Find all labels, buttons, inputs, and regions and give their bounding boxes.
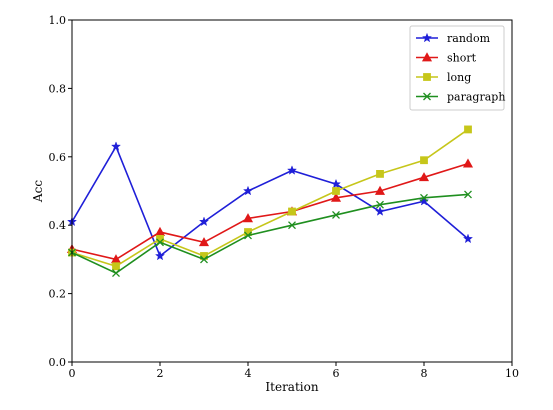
data-point-random	[418, 195, 430, 206]
series-layer	[66, 125, 474, 278]
data-point-random	[462, 233, 474, 244]
x-tick-label: 6	[333, 367, 340, 380]
x-tick-label: 10	[505, 367, 519, 380]
y-tick-label: 0.2	[49, 288, 67, 301]
data-point-paragraph	[332, 210, 340, 219]
data-point-random	[374, 206, 386, 216]
data-point-short	[374, 185, 386, 195]
data-point-long	[156, 234, 164, 243]
data-point-short	[418, 172, 430, 182]
x-tick-label: 2	[157, 367, 164, 380]
data-point-paragraph	[200, 255, 208, 264]
data-point-random	[242, 185, 254, 196]
series-line-long	[71, 128, 469, 268]
y-tick-label: 0.8	[49, 82, 67, 95]
x-marker-stroke	[464, 190, 472, 199]
data-point-paragraph	[244, 231, 252, 240]
axes-frame	[71, 19, 513, 363]
x-tick-label: 4	[245, 367, 252, 380]
x-tick-label: 0	[69, 367, 76, 380]
x-marker-stroke	[112, 269, 120, 278]
legend-item-random: random	[416, 32, 491, 45]
x-marker-stroke	[332, 210, 340, 219]
x-tick-label: 8	[421, 367, 428, 380]
y-axis-label: Acc	[31, 180, 45, 203]
legend-item-paragraph: paragraph	[416, 91, 505, 104]
data-point-short	[462, 158, 474, 168]
y-tick-label: 0.0	[49, 356, 67, 369]
y-tick-label: 0.6	[49, 151, 67, 164]
data-point-paragraph	[156, 238, 164, 247]
data-point-paragraph	[112, 269, 120, 278]
x-marker-stroke	[200, 255, 208, 264]
data-point-short	[242, 213, 254, 223]
series-line-random	[71, 144, 469, 258]
legend: random short long paragraph	[409, 25, 505, 111]
data-point-long	[376, 170, 384, 178]
y-tick-label: 0.4	[49, 219, 67, 232]
legend-label: paragraph	[447, 91, 505, 104]
data-point-random	[330, 178, 342, 189]
data-point-short	[198, 237, 210, 247]
x-marker-stroke	[244, 231, 252, 240]
x-axis-label: Iteration	[265, 380, 318, 394]
data-point-paragraph	[464, 190, 472, 199]
series-line-short	[71, 162, 469, 261]
data-point-long	[112, 262, 120, 271]
y-tick-label: 1.0	[49, 14, 67, 27]
legend-marker	[423, 73, 431, 81]
legend-marker	[421, 52, 433, 62]
legend-item-short: short	[416, 52, 477, 65]
data-point-random	[198, 216, 210, 227]
legend-marker	[421, 32, 433, 43]
data-point-long	[332, 187, 340, 195]
series-random	[66, 141, 474, 261]
x-marker-stroke	[420, 193, 428, 202]
data-point-long	[288, 207, 296, 216]
data-point-long	[464, 125, 472, 134]
legend-label: long	[447, 71, 471, 84]
legend-label: short	[447, 52, 477, 65]
data-point-paragraph	[376, 200, 384, 209]
data-point-paragraph	[420, 193, 428, 202]
legend-label: random	[447, 32, 491, 45]
axes-layer: 0 2 4 6 8 10 0.0 0.2 0.4 0.6 0.8 1.0	[49, 14, 520, 380]
series-line-paragraph	[71, 193, 469, 275]
data-point-long	[420, 156, 428, 165]
x-marker-stroke	[423, 92, 431, 101]
legend-box	[409, 25, 505, 111]
data-point-paragraph	[288, 221, 296, 230]
data-point-short	[330, 192, 342, 202]
legend-marker	[423, 92, 431, 101]
x-marker-stroke	[376, 200, 384, 209]
series-paragraph	[68, 190, 472, 278]
data-point-random	[286, 165, 298, 175]
x-marker-stroke	[288, 221, 296, 230]
legend-item-long: long	[416, 71, 471, 84]
data-point-random	[154, 250, 166, 261]
x-marker-stroke	[156, 238, 164, 247]
data-point-random	[110, 141, 122, 151]
